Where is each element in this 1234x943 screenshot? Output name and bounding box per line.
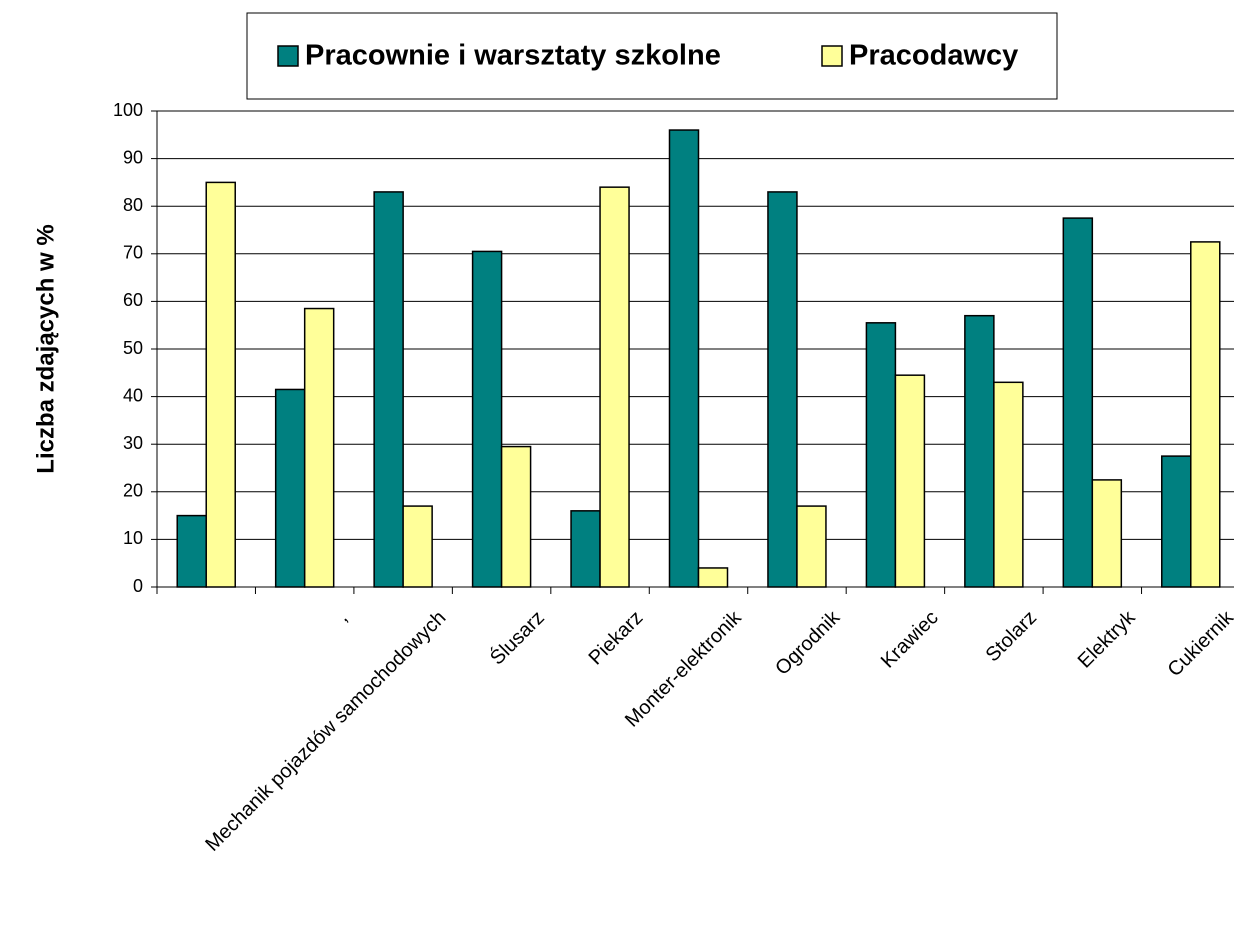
y-tick-label: 10 xyxy=(123,528,143,548)
y-tick-label: 50 xyxy=(123,338,143,358)
y-tick-label: 100 xyxy=(113,100,143,120)
bar xyxy=(668,129,700,588)
bar xyxy=(500,445,532,588)
legend-swatch xyxy=(821,45,843,67)
bar xyxy=(570,510,601,588)
y-tick-label: 80 xyxy=(123,195,143,215)
bar xyxy=(303,307,335,588)
bar xyxy=(1161,455,1192,588)
bar xyxy=(697,567,729,588)
legend-label: Pracodawcy xyxy=(849,40,1018,72)
y-tick-label: 0 xyxy=(133,576,143,596)
x-tick-label: Ogrodnik xyxy=(771,606,845,680)
y-tick-label: 60 xyxy=(123,290,143,310)
legend-box xyxy=(246,12,1058,100)
x-tick-label: Ślusarz xyxy=(485,605,549,669)
y-tick-label: 40 xyxy=(123,385,143,405)
x-tick-label: Elektryk xyxy=(1074,606,1141,673)
x-tick-label: Stolarz xyxy=(982,607,1042,667)
x-tick-label: Mechanik pojazdów samochodowych xyxy=(201,607,450,856)
y-tick-label: 30 xyxy=(123,433,143,453)
bar xyxy=(176,514,207,588)
bar xyxy=(471,250,503,588)
bar xyxy=(865,322,897,588)
bar xyxy=(894,374,926,588)
y-tick-label: 20 xyxy=(123,481,143,501)
bar xyxy=(964,314,995,588)
x-tick-label: Krawiec xyxy=(877,607,943,673)
bar xyxy=(767,191,798,588)
bar xyxy=(1190,241,1221,588)
x-tick-label: Piekarz xyxy=(585,607,648,670)
x-tick-label: , xyxy=(332,607,351,626)
bar xyxy=(1062,217,1094,588)
bar xyxy=(402,505,433,588)
y-tick-label: 70 xyxy=(123,243,143,263)
y-tick-label: 90 xyxy=(123,147,143,167)
x-tick-label: Cukiernik xyxy=(1164,606,1234,681)
bar xyxy=(1091,479,1123,588)
legend-label: Pracownie i warsztaty szkolne xyxy=(305,40,721,72)
legend-swatch xyxy=(277,45,299,67)
bar xyxy=(205,181,236,588)
bar xyxy=(796,505,827,588)
y-axis-label: Liczba zdających w % xyxy=(32,224,59,473)
bar xyxy=(274,388,306,588)
bar xyxy=(599,186,630,588)
bar xyxy=(993,381,1024,588)
bar xyxy=(373,191,404,588)
